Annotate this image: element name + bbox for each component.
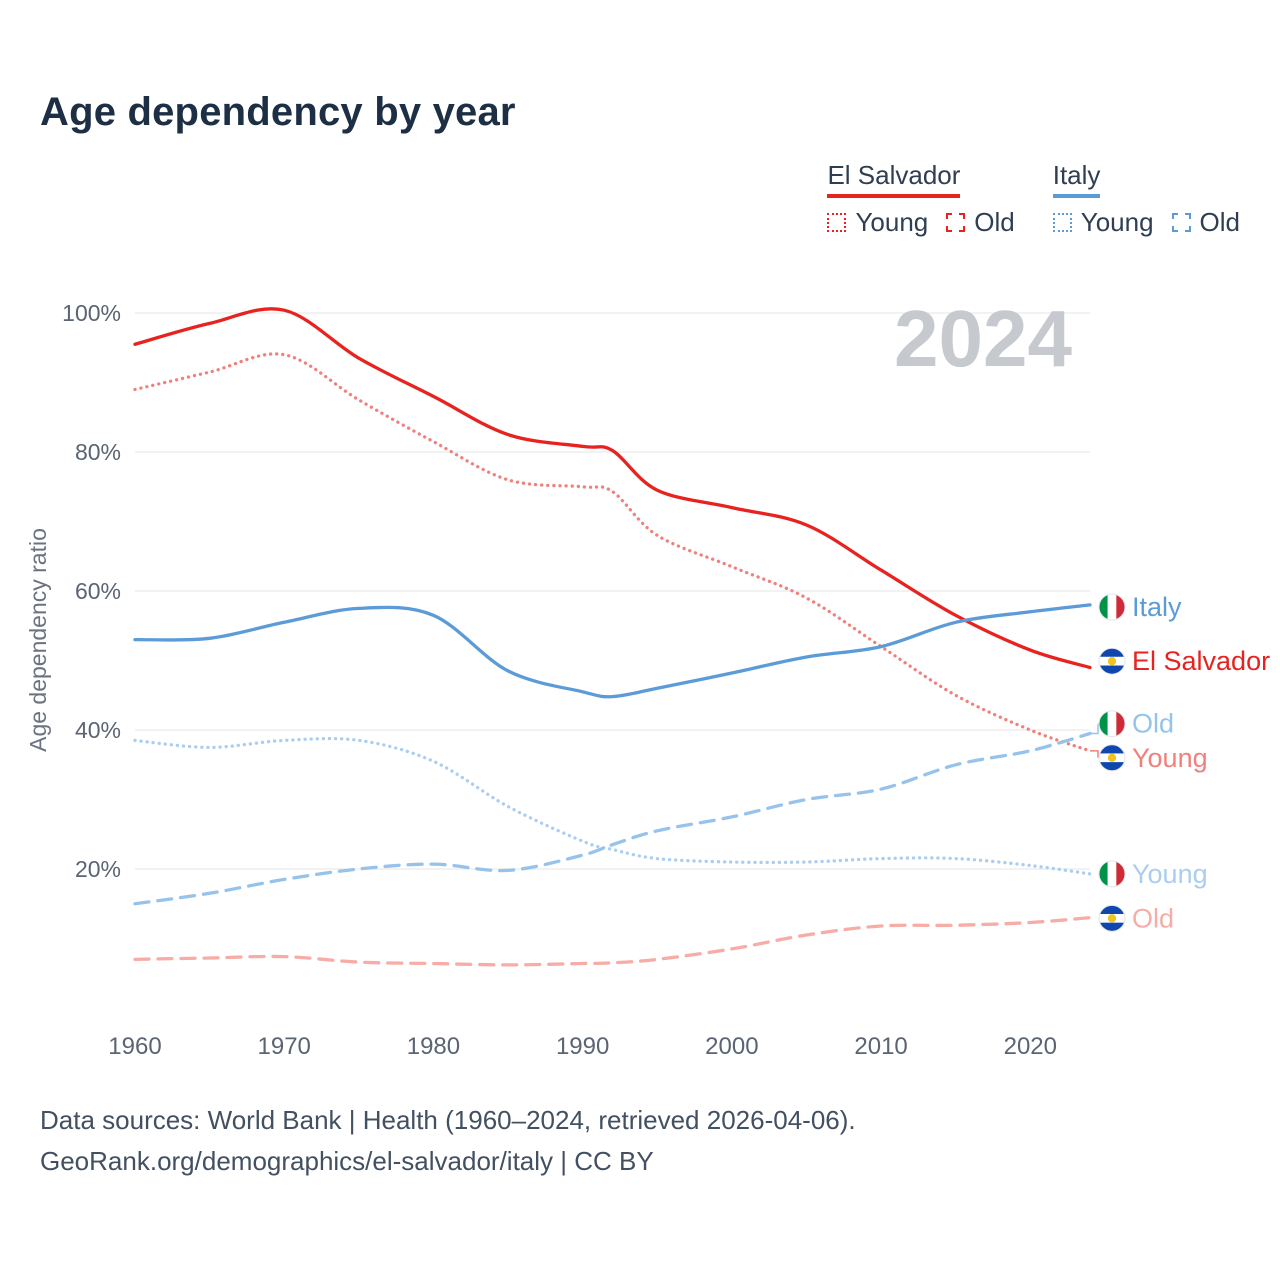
flag-stripe [1099,593,1108,620]
watermark-year: 2024 [894,294,1072,383]
legend-item-label: Young [1080,207,1154,237]
end-label-old: Old [1132,903,1174,933]
label-connector [1090,750,1099,758]
flag-stripe [1099,744,1125,754]
legend-swatch-dashed-icon [1171,213,1191,232]
y-tick-label: 100% [62,300,121,326]
legend-swatch-dotted-icon [827,213,847,232]
legend-items: Young Old [1052,207,1240,238]
x-tick-label: 1960 [108,1033,161,1060]
series-italy-total [133,603,1092,699]
legend-country-label: Italy [1052,160,1101,198]
flag-stripe [1116,593,1125,620]
flag-stripe [1107,710,1117,737]
legend-item-old: Old [946,207,1015,238]
series-el-salvador-old [133,915,1092,967]
series-el-salvador-young [133,352,1092,753]
legend-group-italy: Italy Young Old [1052,160,1240,238]
el-salvador-flag-icon [1099,648,1125,675]
flag-border [1098,710,1126,738]
el-salvador-flag-icon [1099,905,1125,932]
legend-item-label: Old [1199,207,1240,237]
legend-swatch-dashed-icon [946,213,966,232]
legend-item-label: Old [974,207,1015,237]
flag-stripe [1099,860,1108,887]
flag-border [1098,860,1126,888]
y-tick-label: 60% [75,578,121,604]
flag-emblem [1107,753,1117,762]
flag-stripe [1116,860,1125,887]
y-axis-title: Age dependency ratio [25,528,51,752]
series-italy-young [133,736,1092,876]
italy-flag-icon [1099,860,1125,887]
end-label-old: Old [1132,709,1174,739]
y-tick-label: 20% [75,856,121,882]
flag-stripe [1099,905,1125,915]
attribution-line: GeoRank.org/demographics/el-salvador/ita… [40,1146,654,1177]
flag-border [1098,593,1126,621]
legend-group-el-salvador: El Salvador Young Old [827,160,1015,238]
series-el-salvador-total [133,307,1092,670]
end-label-italy: Italy [1132,592,1182,622]
x-tick-label: 2020 [1004,1033,1057,1060]
italy-flag-icon [1099,593,1125,620]
flag-border [1098,744,1126,772]
flag-stripe [1099,665,1125,675]
end-label-el-salvador: El Salvador [1132,646,1270,676]
el-salvador-flag-icon [1099,744,1125,771]
x-tick-label: 1980 [407,1033,460,1060]
flag-border [1098,904,1126,932]
x-tick-label: 2010 [854,1033,907,1060]
flag-stripe [1099,922,1125,932]
flag-emblem [1107,914,1117,923]
chart-legend: El Salvador Young Old Italy Young Old [827,160,1240,238]
flag-stripe [1107,860,1117,887]
flag-stripe [1107,593,1117,620]
flag-border [1098,647,1126,675]
flag-emblem [1107,657,1117,666]
y-tick-label: 40% [75,717,121,743]
legend-items: Young Old [827,207,1015,238]
end-label-young: Young [1132,859,1208,889]
legend-swatch-dotted-icon [1052,213,1072,232]
flag-stripe [1099,762,1125,771]
page-title: Age dependency by year [40,90,516,134]
legend-item-young: Young [1052,207,1154,238]
flag-stripe [1099,648,1125,657]
legend-country-label: El Salvador [827,160,961,198]
legend-item-old: Old [1171,207,1240,238]
chart-footer: Data sources: World Bank | Health (1960–… [40,1100,856,1182]
data-source-line: Data sources: World Bank | Health (1960–… [40,1105,856,1135]
y-tick-label: 80% [75,439,121,465]
flag-stripe [1099,710,1108,737]
label-connector [1090,723,1099,735]
x-tick-label: 1970 [258,1033,311,1060]
series-italy-old [133,731,1092,906]
end-label-young: Young [1132,743,1208,773]
x-tick-label: 1990 [556,1033,609,1060]
flag-stripe [1116,710,1125,737]
italy-flag-icon [1099,710,1125,737]
legend-item-label: Young [855,207,929,237]
x-tick-label: 2000 [705,1033,758,1060]
legend-item-young: Young [827,207,928,238]
